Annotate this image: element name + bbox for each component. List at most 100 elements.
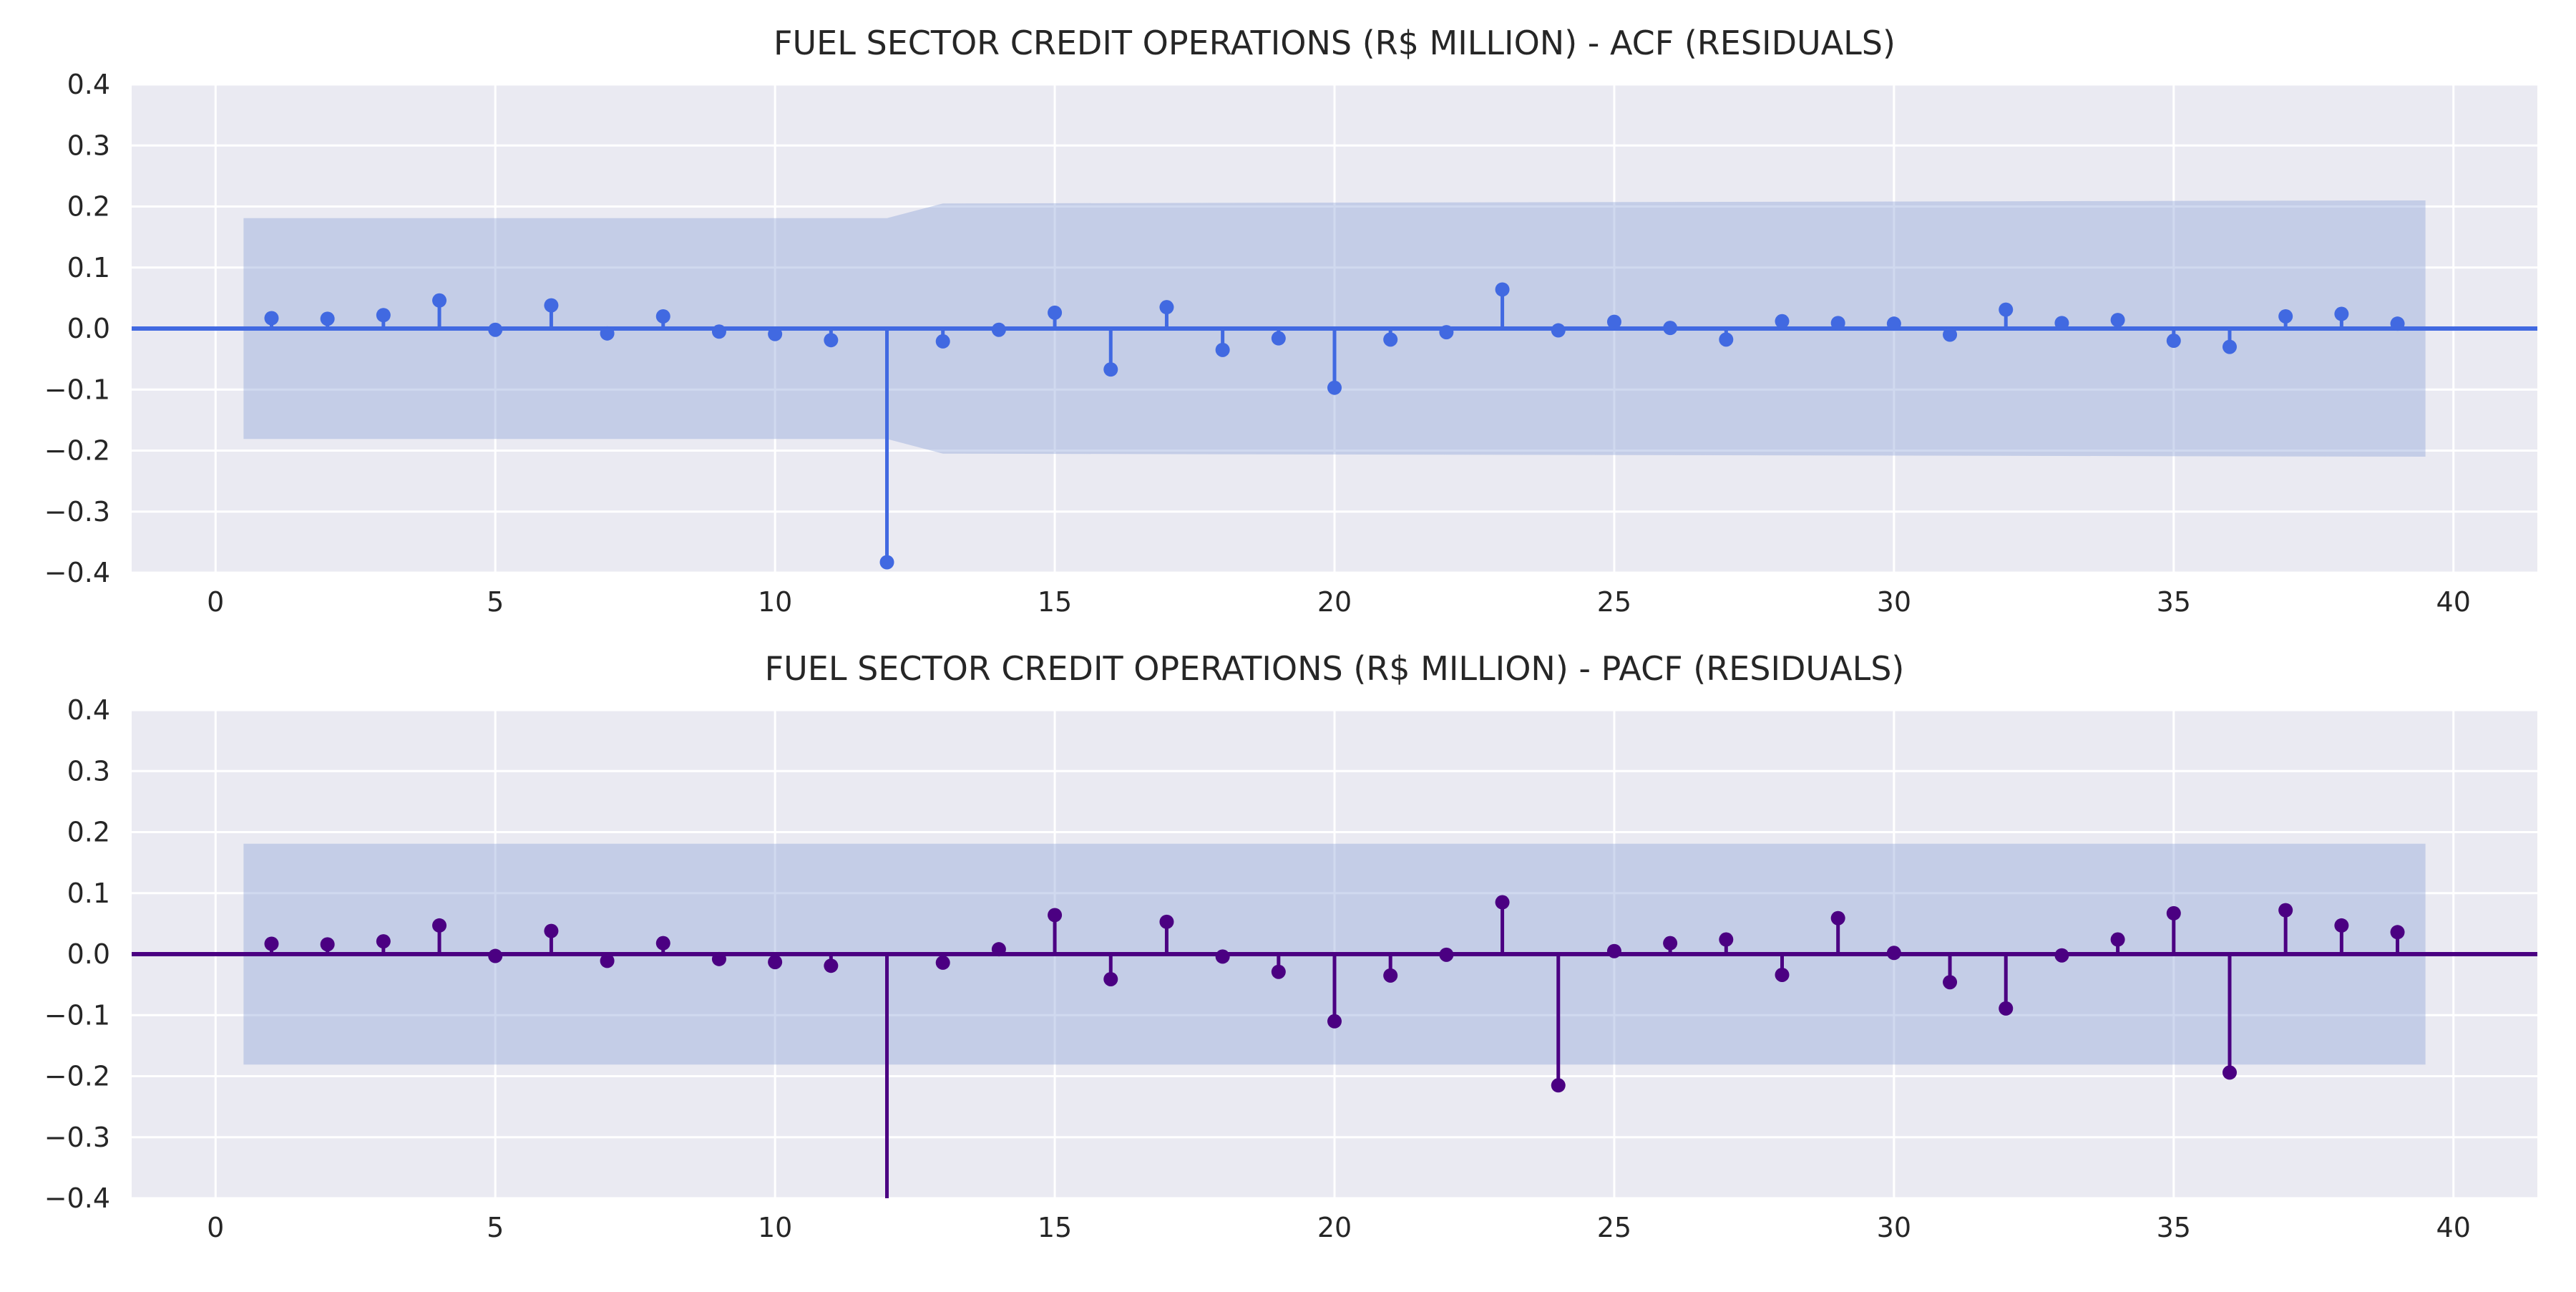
acf-marker-lag-38 xyxy=(2334,306,2349,321)
pacf-marker-lag-18 xyxy=(1215,949,1230,964)
pacf-marker-lag-16 xyxy=(1103,971,1118,986)
pacf-xtick-label: 15 xyxy=(1038,1212,1072,1243)
pacf-ytick-label: 0.2 xyxy=(67,817,110,848)
acf-marker-lag-13 xyxy=(935,334,950,349)
acf-marker-lag-28 xyxy=(1775,314,1790,329)
acf-marker-lag-14 xyxy=(991,322,1006,337)
pacf-ytick-label: −0.4 xyxy=(44,1182,110,1214)
pacf-marker-lag-38 xyxy=(2334,918,2349,933)
pacf-panel: FUEL SECTOR CREDIT OPERATIONS (R$ MILLIO… xyxy=(44,649,2537,1243)
pacf-marker-lag-25 xyxy=(1606,943,1621,958)
acf-xtick-label: 20 xyxy=(1317,586,1352,618)
pacf-marker-lag-23 xyxy=(1495,895,1510,910)
pacf-marker-lag-36 xyxy=(2222,1065,2237,1080)
pacf-marker-lag-3 xyxy=(376,934,391,949)
acf-xtick-label: 35 xyxy=(2157,586,2191,618)
pacf-ytick-label: 0.0 xyxy=(67,938,110,970)
pacf-marker-lag-1 xyxy=(264,936,279,951)
acf-marker-lag-33 xyxy=(2054,316,2069,331)
pacf-marker-lag-5 xyxy=(488,948,503,963)
pacf-ytick-label: −0.2 xyxy=(44,1061,110,1092)
pacf-xtick-label: 0 xyxy=(207,1212,224,1243)
acf-ytick-label: 0.2 xyxy=(67,191,110,223)
acf-panel: FUEL SECTOR CREDIT OPERATIONS (R$ MILLIO… xyxy=(44,24,2537,618)
acf-ytick-label: −0.1 xyxy=(44,374,110,405)
pacf-marker-lag-4 xyxy=(432,918,447,933)
acf-stems xyxy=(132,282,2537,570)
pacf-marker-lag-15 xyxy=(1048,908,1063,923)
acf-marker-lag-27 xyxy=(1719,332,1734,347)
acf-marker-lag-15 xyxy=(1048,305,1063,320)
acf-marker-lag-30 xyxy=(1886,316,1901,331)
pacf-marker-lag-34 xyxy=(2110,932,2125,947)
pacf-marker-lag-30 xyxy=(1886,946,1901,961)
pacf-title: FUEL SECTOR CREDIT OPERATIONS (R$ MILLIO… xyxy=(765,649,1905,688)
pacf-marker-lag-9 xyxy=(711,951,726,966)
acf-ytick-label: 0.4 xyxy=(67,69,110,100)
pacf-marker-lag-27 xyxy=(1719,932,1734,947)
pacf-ytick-label: 0.1 xyxy=(67,878,110,909)
pacf-marker-lag-35 xyxy=(2166,905,2181,921)
pacf-marker-lag-19 xyxy=(1271,964,1286,979)
pacf-marker-lag-21 xyxy=(1383,968,1398,983)
acf-marker-lag-36 xyxy=(2222,339,2237,354)
acf-marker-lag-20 xyxy=(1327,380,1342,395)
acf-marker-lag-19 xyxy=(1271,331,1286,346)
acf-marker-lag-24 xyxy=(1551,323,1566,338)
acf-marker-lag-25 xyxy=(1606,314,1621,329)
acf-xtick-label: 15 xyxy=(1038,586,1072,618)
pacf-marker-lag-33 xyxy=(2054,948,2069,963)
acf-xtick-label: 0 xyxy=(207,586,224,618)
acf-xtick-label: 30 xyxy=(1877,586,1911,618)
acf-marker-lag-32 xyxy=(1999,302,2014,317)
pacf-xtick-label: 25 xyxy=(1597,1212,1631,1243)
acf-ytick-label: 0.1 xyxy=(67,252,110,283)
pacf-marker-lag-17 xyxy=(1159,914,1174,929)
acf-marker-lag-6 xyxy=(544,298,559,313)
acf-marker-lag-9 xyxy=(711,324,726,339)
acf-xtick-label: 40 xyxy=(2436,586,2471,618)
pacf-marker-lag-11 xyxy=(824,958,839,973)
acf-ytick-label: −0.3 xyxy=(44,496,110,528)
pacf-ytick-label: 0.4 xyxy=(67,694,110,726)
acf-marker-lag-31 xyxy=(1943,327,1958,342)
pacf-marker-lag-29 xyxy=(1830,910,1845,926)
pacf-ytick-label: 0.3 xyxy=(67,755,110,787)
pacf-xtick-label: 35 xyxy=(2157,1212,2191,1243)
acf-marker-lag-12 xyxy=(879,555,894,570)
acf-marker-lag-23 xyxy=(1495,282,1510,297)
acf-xtick-label: 5 xyxy=(487,586,504,618)
pacf-marker-lag-32 xyxy=(1999,1001,2014,1016)
acf-marker-lag-16 xyxy=(1103,362,1118,377)
acf-ytick-label: −0.2 xyxy=(44,435,110,467)
acf-ytick-label: 0.0 xyxy=(67,313,110,344)
pacf-marker-lag-24 xyxy=(1551,1078,1566,1093)
pacf-marker-lag-39 xyxy=(2390,925,2405,940)
pacf-marker-lag-28 xyxy=(1775,967,1790,982)
acf-ytick-label: −0.4 xyxy=(44,557,110,588)
pacf-xtick-label: 30 xyxy=(1877,1212,1911,1243)
pacf-marker-lag-7 xyxy=(600,953,615,968)
pacf-marker-lag-26 xyxy=(1663,936,1678,951)
acf-marker-lag-29 xyxy=(1830,316,1845,331)
pacf-marker-lag-2 xyxy=(320,937,335,952)
acf-marker-lag-10 xyxy=(768,326,783,341)
acf-ytick-label: 0.3 xyxy=(67,130,110,161)
pacf-marker-lag-8 xyxy=(655,936,670,951)
acf-xtick-label: 10 xyxy=(758,586,792,618)
pacf-ytick-label: −0.1 xyxy=(44,999,110,1031)
pacf-marker-lag-14 xyxy=(991,942,1006,957)
acf-marker-lag-18 xyxy=(1215,342,1230,357)
acf-marker-lag-37 xyxy=(2278,309,2293,324)
pacf-marker-lag-20 xyxy=(1327,1014,1342,1029)
acf-marker-lag-34 xyxy=(2110,313,2125,328)
acf-marker-lag-21 xyxy=(1383,332,1398,347)
pacf-xtick-label: 5 xyxy=(487,1212,504,1243)
pacf-marker-lag-10 xyxy=(768,955,783,970)
acf-marker-lag-4 xyxy=(432,293,447,308)
acf-marker-lag-39 xyxy=(2390,316,2405,331)
pacf-marker-lag-13 xyxy=(935,955,950,970)
acf-marker-lag-2 xyxy=(320,311,335,326)
